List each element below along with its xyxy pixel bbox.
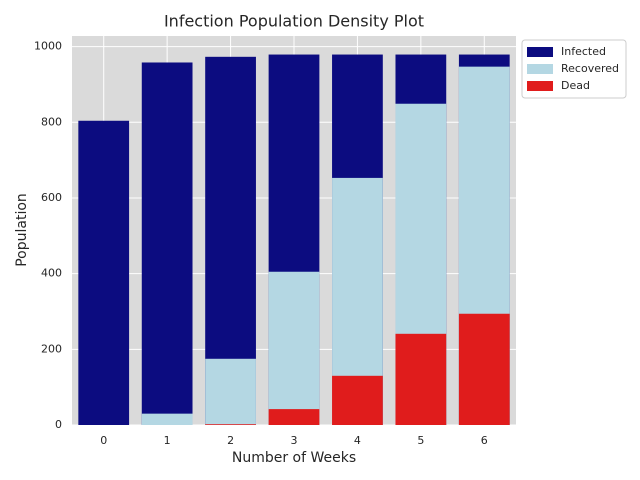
bar (78, 120, 130, 426)
bar (141, 413, 193, 425)
x-tick-label: 4 (354, 434, 361, 447)
legend-label: Recovered (561, 62, 619, 75)
x-tick-label: 6 (481, 434, 488, 447)
y-tick-label: 600 (41, 191, 62, 204)
chart-title: Infection Population Density Plot (164, 12, 424, 31)
x-tick-label: 1 (164, 434, 171, 447)
y-tick-label: 1000 (34, 40, 62, 53)
x-axis-label: Number of Weeks (232, 450, 356, 466)
legend-label: Infected (561, 45, 606, 58)
legend-swatch (527, 64, 553, 74)
y-tick-label: 400 (41, 267, 62, 280)
bar (458, 313, 510, 425)
y-tick-label: 0 (55, 418, 62, 431)
y-tick-label: 200 (41, 342, 62, 355)
x-tick-label: 3 (291, 434, 298, 447)
x-tick-label: 0 (100, 434, 107, 447)
x-tick-label: 5 (417, 434, 424, 447)
y-axis-label: Population (14, 193, 30, 267)
legend-swatch (527, 47, 553, 57)
y-tick-label: 800 (41, 115, 62, 128)
legend-swatch (527, 81, 553, 91)
bar (141, 62, 193, 425)
x-tick-label: 2 (227, 434, 234, 447)
bar (395, 333, 447, 425)
bar (205, 424, 256, 425)
bar (205, 358, 256, 425)
bar (332, 375, 383, 425)
legend-label: Dead (561, 79, 590, 92)
bar (268, 271, 320, 425)
bar (268, 409, 320, 425)
